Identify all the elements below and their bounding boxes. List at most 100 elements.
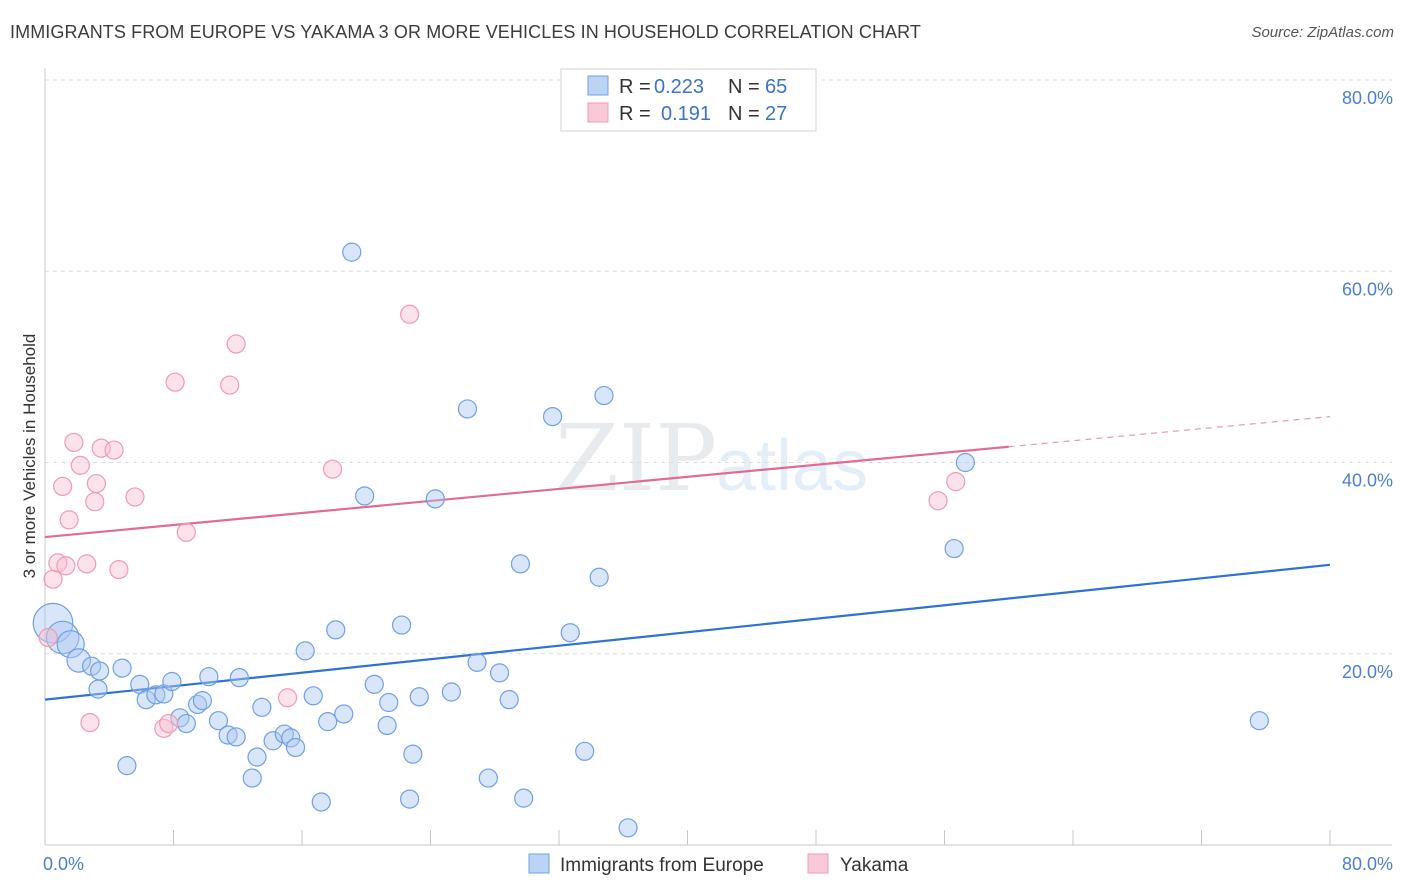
legend-n-label-yakama: N = xyxy=(728,103,760,125)
legend-n-value-europe: 65 xyxy=(765,76,787,98)
point-europe-3 xyxy=(66,648,92,673)
legend-swatch-europe xyxy=(587,75,609,96)
point-europe-41 xyxy=(391,615,412,635)
point-europe-10 xyxy=(136,690,156,710)
legend-swatch-yakama xyxy=(587,102,609,123)
chart-title: IMMIGRANTS FROM EUROPE VS YAKAMA 3 OR MO… xyxy=(10,22,922,42)
point-europe-5 xyxy=(90,661,110,681)
point-europe-34 xyxy=(326,620,346,640)
point-europe-42 xyxy=(400,789,420,809)
point-yakama-18 xyxy=(165,372,185,392)
watermark: ZIP atlas xyxy=(555,405,868,512)
point-europe-20 xyxy=(218,725,238,745)
trendlines xyxy=(44,416,1331,701)
point-yakama-11 xyxy=(86,473,107,494)
point-europe-36 xyxy=(342,242,362,262)
x-tick-label-0: 0.0% xyxy=(43,854,84,874)
point-yakama-1 xyxy=(43,569,63,589)
point-europe-57 xyxy=(589,567,609,587)
y-axis-label: 3 or more Vehicles in Household xyxy=(20,334,39,579)
point-europe-56 xyxy=(575,741,595,761)
trendline-yakama xyxy=(44,445,1009,539)
point-yakama-9 xyxy=(80,712,100,733)
gridlines xyxy=(45,79,1392,655)
point-yakama-10 xyxy=(85,492,105,512)
watermark-zip: ZIP xyxy=(555,405,717,512)
point-europe-50 xyxy=(489,663,510,683)
point-europe-35 xyxy=(334,704,354,724)
series-legend-label-europe: Immigrants from Europe xyxy=(560,855,764,876)
point-europe-54 xyxy=(542,407,563,427)
point-yakama-5 xyxy=(59,510,79,530)
y-tick-label-1: 40.0% xyxy=(1342,471,1393,491)
point-yakama-6 xyxy=(64,432,84,453)
y-tick-label-2: 60.0% xyxy=(1342,279,1393,299)
point-europe-21 xyxy=(226,727,246,747)
point-europe-2 xyxy=(56,630,85,659)
point-yakama-25 xyxy=(928,491,948,511)
point-europe-37 xyxy=(355,486,375,506)
point-europe-28 xyxy=(281,728,301,748)
point-yakama-17 xyxy=(159,713,179,734)
point-europe-39 xyxy=(377,715,397,736)
legend-r-label-yakama: R = xyxy=(619,103,651,125)
data-points xyxy=(32,242,1269,838)
point-yakama-0 xyxy=(38,627,58,648)
point-europe-17 xyxy=(192,691,213,711)
point-yakama-20 xyxy=(220,375,240,395)
point-europe-52 xyxy=(510,554,531,574)
point-europe-31 xyxy=(303,686,323,706)
point-europe-45 xyxy=(425,489,445,509)
point-europe-38 xyxy=(364,674,384,694)
legend-r-value-yakama: 0.191 xyxy=(661,103,711,125)
point-europe-53 xyxy=(514,788,534,808)
point-europe-62 xyxy=(1249,711,1269,731)
point-europe-30 xyxy=(295,641,315,661)
point-yakama-8 xyxy=(77,554,97,574)
y-tick-labels: 20.0% 40.0% 60.0% 80.0% xyxy=(1342,88,1393,682)
point-yakama-7 xyxy=(70,455,90,475)
point-europe-59 xyxy=(618,818,638,838)
point-yakama-3 xyxy=(53,476,73,497)
point-europe-19 xyxy=(208,711,229,731)
point-yakama-23 xyxy=(322,459,343,479)
point-yakama-15 xyxy=(125,487,145,507)
point-europe-25 xyxy=(252,697,272,717)
point-europe-43 xyxy=(403,744,423,764)
point-yakama-19 xyxy=(176,522,196,542)
point-europe-44 xyxy=(409,687,429,707)
series-legend-swatch-europe xyxy=(528,853,550,874)
point-yakama-22 xyxy=(277,688,298,708)
point-europe-15 xyxy=(176,713,196,734)
point-europe-24 xyxy=(247,747,267,767)
point-europe-60 xyxy=(944,538,964,559)
series-legend: Immigrants from Europe Yakama xyxy=(528,853,909,876)
trendline-yakama-extension xyxy=(1008,416,1331,448)
source-credit: Source: ZipAtlas.com xyxy=(1251,24,1394,41)
legend-n-label-europe: N = xyxy=(728,76,760,98)
x-tick-labels: 0.0% 80.0% xyxy=(43,854,1393,874)
stats-legend: R = 0.223 N = 65 R = 0.191 N = 27 xyxy=(560,68,817,132)
point-europe-13 xyxy=(162,671,182,692)
point-europe-58 xyxy=(594,385,614,406)
point-yakama-13 xyxy=(104,440,124,460)
series-legend-label-yakama: Yakama xyxy=(840,855,909,876)
point-europe-47 xyxy=(457,399,478,419)
point-yakama-26 xyxy=(946,472,966,492)
legend-r-label-europe: R = xyxy=(619,76,651,98)
point-europe-18 xyxy=(199,667,219,687)
x-tick-label-1: 80.0% xyxy=(1342,854,1393,874)
series-legend-swatch-yakama xyxy=(807,853,829,874)
legend-r-value-europe: 0.223 xyxy=(654,76,704,98)
point-yakama-24 xyxy=(400,304,420,324)
point-europe-46 xyxy=(441,682,461,702)
point-yakama-14 xyxy=(109,559,129,580)
point-europe-1 xyxy=(45,620,80,655)
point-yakama-4 xyxy=(56,556,76,576)
point-yakama-21 xyxy=(226,334,246,354)
point-europe-48 xyxy=(467,652,487,672)
point-europe-40 xyxy=(379,692,399,713)
trendline-europe xyxy=(44,563,1331,701)
y-tick-label-3: 80.0% xyxy=(1342,88,1393,108)
